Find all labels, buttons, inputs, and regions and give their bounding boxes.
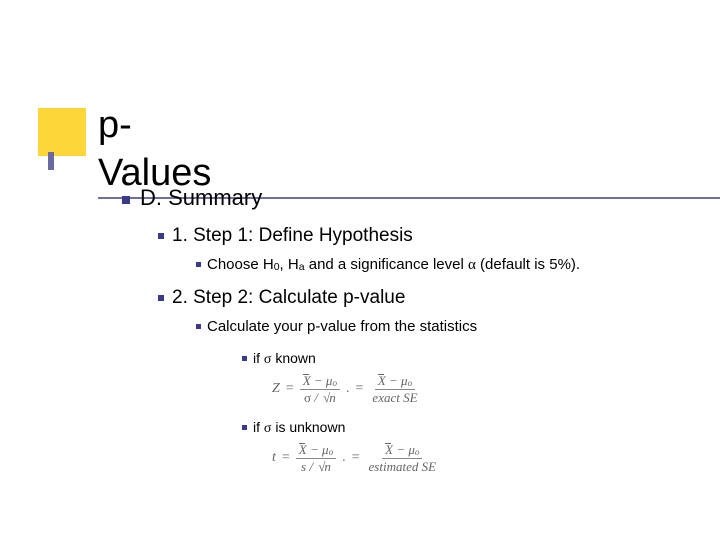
sqrt-n: n: [316, 459, 331, 474]
bullet-icon: [158, 233, 164, 239]
text: − μ: [386, 373, 408, 388]
fraction: X − μo σ / n: [300, 374, 340, 405]
eq-lhs: t: [272, 450, 276, 466]
section-heading: D. Summary: [122, 185, 692, 211]
bullet-icon: [242, 425, 247, 430]
case-sigma-unknown: if σ is unknown: [242, 419, 692, 437]
equation-t: t = X − μo s / n . = X − μo estimated SE: [272, 443, 692, 474]
text: Calculate your p-value from the statisti…: [207, 318, 477, 335]
text: if: [253, 419, 264, 435]
bullet-icon: [242, 356, 247, 361]
step-1: 1. Step 1: Define Hypothesis: [158, 225, 692, 247]
text: /: [311, 390, 321, 405]
eq-dot: .: [346, 381, 350, 397]
text: /: [306, 459, 316, 474]
subscript: o: [415, 447, 420, 457]
eq-equals: =: [356, 381, 364, 397]
fraction: X − μo estimated SE: [366, 443, 440, 474]
step-2: 2. Step 2: Calculate p-value: [158, 287, 692, 309]
subscript: o: [408, 378, 413, 388]
eq-dot: .: [342, 450, 346, 466]
fraction: X − μo s / n: [296, 443, 336, 474]
sigma: σ: [304, 390, 311, 405]
eq-equals: =: [282, 450, 290, 466]
text: Choose H: [207, 256, 274, 273]
section-label: D. Summary: [140, 185, 262, 210]
subscript: o: [329, 447, 334, 457]
bullet-icon: [122, 196, 130, 204]
text: estimated SE: [366, 459, 440, 474]
text: if: [253, 350, 264, 366]
xbar: X: [385, 443, 393, 457]
text: − μ: [307, 442, 329, 457]
case-sigma-known: if σ known: [242, 350, 692, 368]
fraction: X − μo exact SE: [369, 374, 420, 405]
eq-equals: =: [352, 450, 360, 466]
text: − μ: [311, 373, 333, 388]
accent-bar: [48, 152, 54, 170]
bullet-icon: [196, 262, 201, 267]
xbar: X: [299, 443, 307, 457]
bullet-icon: [196, 324, 201, 329]
subscript: o: [332, 378, 337, 388]
step-1-label: 1. Step 1: Define Hypothesis: [172, 225, 413, 246]
content-area: D. Summary 1. Step 1: Define Hypothesis …: [122, 185, 692, 488]
text: (default is 5%).: [476, 256, 580, 273]
equation-z: Z = X − μo σ / n . = X − μo exact SE: [272, 374, 692, 405]
eq-equals: =: [286, 381, 294, 397]
alpha-symbol: α: [468, 257, 476, 273]
xbar: X: [303, 374, 311, 388]
step-1-detail: Choose H0, Ha and a significance level α…: [196, 255, 692, 275]
text: is unknown: [271, 419, 345, 435]
text: − μ: [393, 442, 415, 457]
eq-lhs: Z: [272, 381, 280, 397]
accent-block: [38, 108, 86, 156]
bullet-icon: [158, 295, 164, 301]
text: and a significance level: [305, 256, 468, 273]
step-2-label: 2. Step 2: Calculate p-value: [172, 287, 405, 308]
text: exact SE: [369, 390, 420, 405]
xbar: X: [378, 374, 386, 388]
sqrt-n: n: [321, 390, 336, 405]
text: known: [271, 350, 315, 366]
step-2-detail: Calculate your p-value from the statisti…: [196, 317, 692, 337]
text: , H: [280, 256, 299, 273]
